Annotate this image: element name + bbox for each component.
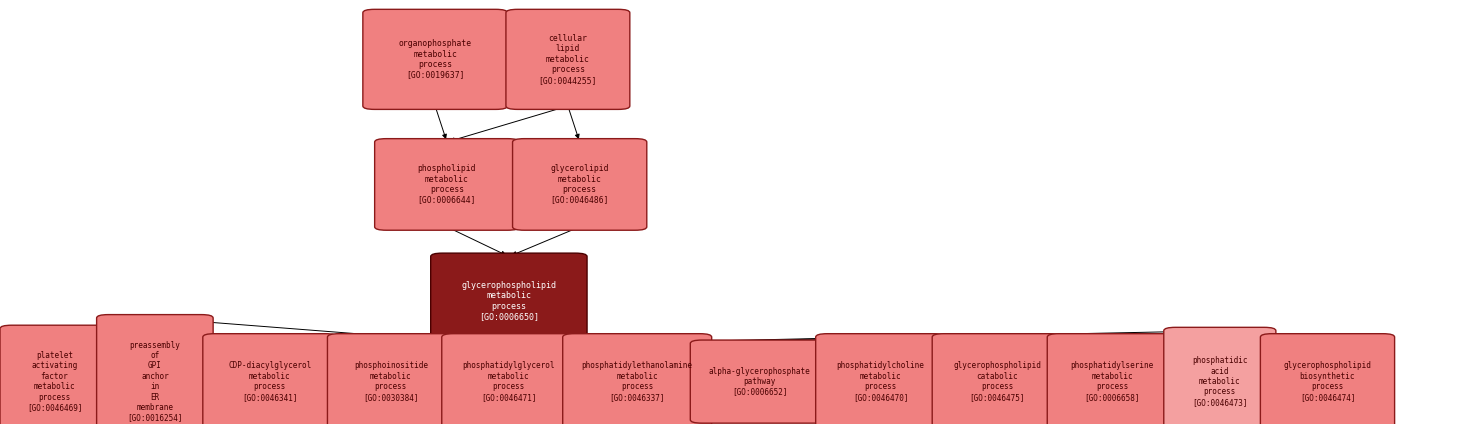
FancyBboxPatch shape <box>563 334 712 424</box>
Text: phosphatidic
acid
metabolic
process
[GO:0046473]: phosphatidic acid metabolic process [GO:… <box>1192 356 1248 407</box>
FancyBboxPatch shape <box>816 334 945 424</box>
FancyBboxPatch shape <box>690 340 829 423</box>
Text: phospholipid
metabolic
process
[GO:0006644]: phospholipid metabolic process [GO:00066… <box>417 165 476 204</box>
FancyBboxPatch shape <box>506 9 630 109</box>
Text: glycerophospholipid
biosynthetic
process
[GO:0046474]: glycerophospholipid biosynthetic process… <box>1283 362 1372 402</box>
Text: cellular
lipid
metabolic
process
[GO:0044255]: cellular lipid metabolic process [GO:004… <box>538 34 597 85</box>
Text: glycerolipid
metabolic
process
[GO:0046486]: glycerolipid metabolic process [GO:00464… <box>550 165 609 204</box>
FancyBboxPatch shape <box>202 334 336 424</box>
Text: phosphoinositide
metabolic
process
[GO:0030384]: phosphoinositide metabolic process [GO:0… <box>354 362 428 402</box>
FancyBboxPatch shape <box>0 325 109 424</box>
Text: phosphatidylglycerol
metabolic
process
[GO:0046471]: phosphatidylglycerol metabolic process [… <box>463 362 555 402</box>
Text: preassembly
of
GPI
anchor
in
ER
membrane
[GO:0016254]: preassembly of GPI anchor in ER membrane… <box>127 341 183 422</box>
Text: CDP-diacylglycerol
metabolic
process
[GO:0046341]: CDP-diacylglycerol metabolic process [GO… <box>229 362 311 402</box>
FancyBboxPatch shape <box>375 139 519 230</box>
FancyBboxPatch shape <box>327 334 454 424</box>
Text: phosphatidylcholine
metabolic
process
[GO:0046470]: phosphatidylcholine metabolic process [G… <box>836 362 925 402</box>
FancyBboxPatch shape <box>932 334 1062 424</box>
FancyBboxPatch shape <box>431 253 587 349</box>
Text: platelet
activating
factor
metabolic
process
[GO:0046469]: platelet activating factor metabolic pro… <box>27 351 83 412</box>
Text: phosphatidylethanolamine
metabolic
process
[GO:0046337]: phosphatidylethanolamine metabolic proce… <box>581 362 693 402</box>
FancyBboxPatch shape <box>1047 334 1177 424</box>
FancyBboxPatch shape <box>442 334 575 424</box>
FancyBboxPatch shape <box>97 315 214 424</box>
Text: organophosphate
metabolic
process
[GO:0019637]: organophosphate metabolic process [GO:00… <box>398 39 472 79</box>
Text: glycerophospholipid
metabolic
process
[GO:0006650]: glycerophospholipid metabolic process [G… <box>462 281 556 321</box>
Text: phosphatidylserine
metabolic
process
[GO:0006658]: phosphatidylserine metabolic process [GO… <box>1071 362 1153 402</box>
FancyBboxPatch shape <box>363 9 507 109</box>
FancyBboxPatch shape <box>513 139 648 230</box>
FancyBboxPatch shape <box>1164 327 1276 424</box>
Text: alpha-glycerophosphate
pathway
[GO:0006652]: alpha-glycerophosphate pathway [GO:00066… <box>709 367 810 396</box>
FancyBboxPatch shape <box>1260 334 1395 424</box>
Text: glycerophospholipid
catabolic
process
[GO:0046475]: glycerophospholipid catabolic process [G… <box>953 362 1041 402</box>
